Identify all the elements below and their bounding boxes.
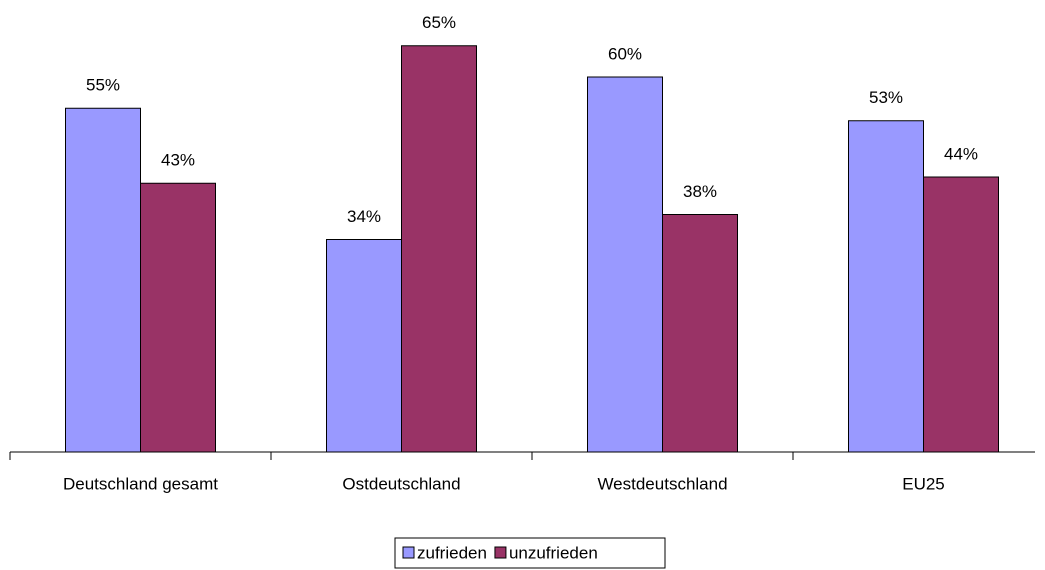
bar [140,182,216,453]
bar [65,107,141,453]
bar [923,176,999,453]
bar [848,120,924,453]
x-tick-label: EU25 [902,474,945,493]
data-label: 34% [347,207,381,226]
bar [587,76,663,453]
legend-box [394,537,666,569]
x-tick-label: Ostdeutschland [342,474,460,493]
x-tick-label: Westdeutschland [597,474,727,493]
bar [326,239,402,453]
data-label: 65% [422,13,456,32]
data-label: 55% [86,76,120,95]
data-label: 44% [944,144,978,163]
legend-swatch [494,546,507,559]
data-label: 53% [869,88,903,107]
data-label: 43% [161,151,195,170]
legend-label: zufrieden [417,543,487,562]
bar [662,214,738,453]
bar [401,45,477,453]
legend-label: unzufrieden [509,543,598,562]
legend-swatch [402,546,415,559]
x-tick-label: Deutschland gesamt [63,474,218,493]
data-label: 38% [683,182,717,201]
data-label: 60% [608,44,642,63]
